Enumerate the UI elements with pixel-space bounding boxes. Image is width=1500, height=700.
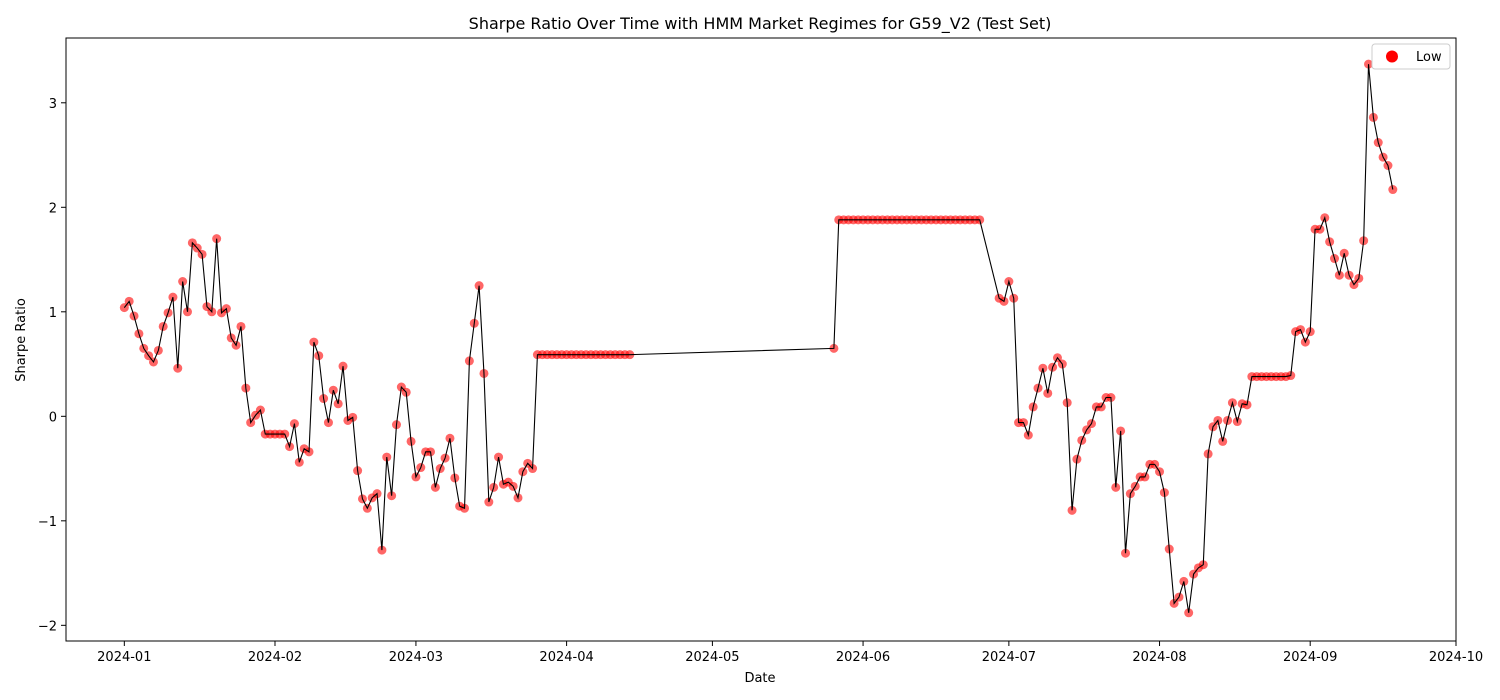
x-axis-label: Date [744,671,775,686]
y-tick-label: −2 [38,619,57,634]
plot-area [65,37,1457,642]
x-tick-label: 2024-07 [982,650,1036,665]
x-tick-label: 2024-03 [389,650,443,665]
y-axis: −2 −1 0 1 2 3 [38,97,66,634]
x-tick-label: 2024-06 [836,650,890,665]
series-line [123,64,1394,613]
x-tick-label: 2024-10 [1429,650,1483,665]
legend-marker [1386,50,1398,63]
legend-label: Low [1416,50,1442,65]
x-tick-label: 2024-08 [1132,650,1186,665]
y-tick-label: 0 [49,410,57,425]
chart-title: Sharpe Ratio Over Time with HMM Market R… [469,14,1052,34]
x-tick-label: 2024-05 [685,650,739,665]
x-tick-label: 2024-04 [539,650,593,665]
x-tick-label: 2024-02 [248,650,302,665]
y-tick-label: 3 [49,97,57,112]
x-axis: 2024-01 2024-02 2024-03 2024-04 2024-05 2024-… [97,641,1483,665]
x-tick-label: 2024-01 [97,650,151,665]
data-series [119,59,1398,618]
legend-box [1371,43,1451,70]
legend: Low [1371,43,1451,70]
y-tick-label: 1 [49,306,57,321]
y-tick-label: 2 [49,201,57,216]
x-tick-label: 2024-09 [1283,650,1337,665]
y-tick-label: −1 [38,515,57,530]
y-axis-label: Sharpe Ratio [14,298,29,382]
